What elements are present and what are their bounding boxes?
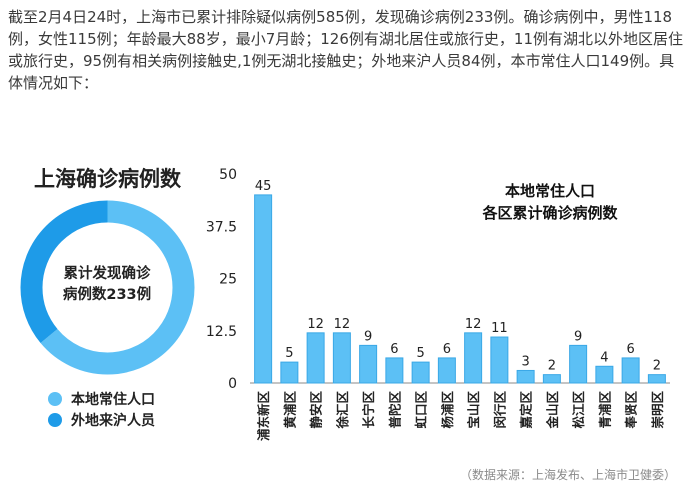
bar-value-label-11: 2 (548, 359, 556, 374)
x-tick-label-11: 金山区 (545, 391, 560, 430)
bar-value-label-10: 3 (521, 354, 529, 369)
y-tick-label-3: 37.5 (206, 219, 237, 235)
bar-value-label-0: 45 (255, 179, 272, 194)
donut-chart (20, 200, 195, 375)
bar-value-label-4: 9 (364, 329, 372, 344)
legend-item-local: 本地常住人口 (48, 388, 155, 409)
bar-12 (569, 344, 588, 384)
district-bar-chart: 012.52537.55045浦东新区5黄浦区12静安区12徐汇区9长宁区6普陀… (206, 167, 670, 442)
bar-value-label-15: 2 (653, 359, 661, 374)
x-tick-label-13: 青浦区 (597, 391, 612, 429)
bar-5 (385, 357, 404, 384)
donut-legend: 本地常住人口 外地来沪人员 (48, 388, 155, 430)
bar-4 (359, 344, 378, 384)
bar-10 (516, 369, 535, 384)
x-tick-label-15: 崇明区 (650, 391, 665, 429)
bar-1 (280, 361, 299, 384)
x-tick-label-3: 徐汇区 (335, 391, 350, 430)
bar-3 (332, 332, 351, 384)
bar-7 (437, 357, 456, 384)
bar-0 (254, 194, 273, 384)
x-tick-label-0: 浦东新区 (256, 391, 271, 442)
bar-value-label-1: 5 (285, 346, 293, 361)
bar-value-label-6: 5 (416, 346, 424, 361)
bar-value-label-3: 12 (334, 317, 351, 332)
bar-8 (464, 332, 483, 384)
x-tick-label-4: 长宁区 (361, 391, 376, 429)
bar-value-label-2: 12 (307, 317, 324, 332)
donut-title: 上海确诊病例数 (34, 167, 181, 191)
legend-item-nonlocal: 外地来沪人员 (48, 409, 155, 430)
donut-center-line1: 累计发现确诊 (63, 266, 151, 282)
bar-6 (411, 361, 430, 384)
x-tick-label-2: 静安区 (309, 391, 324, 429)
x-tick-label-12: 松江区 (571, 391, 586, 429)
bar-9 (490, 336, 509, 384)
x-tick-label-6: 虹口区 (414, 391, 429, 429)
bar-value-label-5: 6 (390, 342, 398, 357)
bar-2 (306, 332, 325, 384)
bar-14 (621, 357, 640, 384)
bar-value-label-13: 4 (600, 350, 608, 365)
x-tick-label-8: 宝山区 (466, 391, 481, 429)
legend-dot-local (48, 391, 62, 406)
legend-label-nonlocal: 外地来沪人员 (71, 412, 155, 429)
bar-value-label-8: 12 (465, 317, 482, 332)
data-source: （数据来源：上海发布、上海市卫健委） (459, 468, 676, 482)
intro-paragraph: 截至2月4日24时，上海市已累计排除疑似病例585例，发现确诊病例233例。确诊… (8, 8, 683, 92)
chart-title-line1: 本地常住人口 (505, 182, 595, 200)
x-tick-label-7: 杨浦区 (440, 391, 455, 429)
bar-13 (595, 365, 614, 384)
chart-title-line2: 各区累计确诊病例数 (481, 204, 618, 222)
y-tick-label-2: 25 (219, 272, 237, 288)
x-tick-label-1: 黄浦区 (282, 391, 297, 429)
donut-center-label: 累计发现确诊 病例数233例 (52, 264, 162, 306)
x-tick-label-5: 普陀区 (387, 391, 402, 429)
y-tick-label-0: 0 (228, 376, 237, 392)
y-tick-label-4: 50 (219, 167, 237, 183)
x-tick-label-9: 闵行区 (492, 391, 507, 429)
bar-value-label-14: 6 (626, 342, 634, 357)
legend-dot-nonlocal (48, 412, 62, 427)
donut-segment-1 (20, 200, 195, 375)
bar-11 (542, 374, 561, 384)
x-tick-label-10: 嘉定区 (519, 391, 534, 430)
x-tick-label-14: 奉贤区 (624, 391, 639, 430)
bar-15 (647, 374, 666, 384)
y-tick-label-1: 12.5 (206, 324, 237, 340)
bar-value-label-12: 9 (574, 329, 582, 344)
bar-value-label-9: 11 (491, 321, 508, 336)
legend-label-local: 本地常住人口 (71, 391, 155, 408)
bar-value-label-7: 6 (443, 342, 451, 357)
donut-center-line2: 病例数233例 (62, 287, 152, 303)
